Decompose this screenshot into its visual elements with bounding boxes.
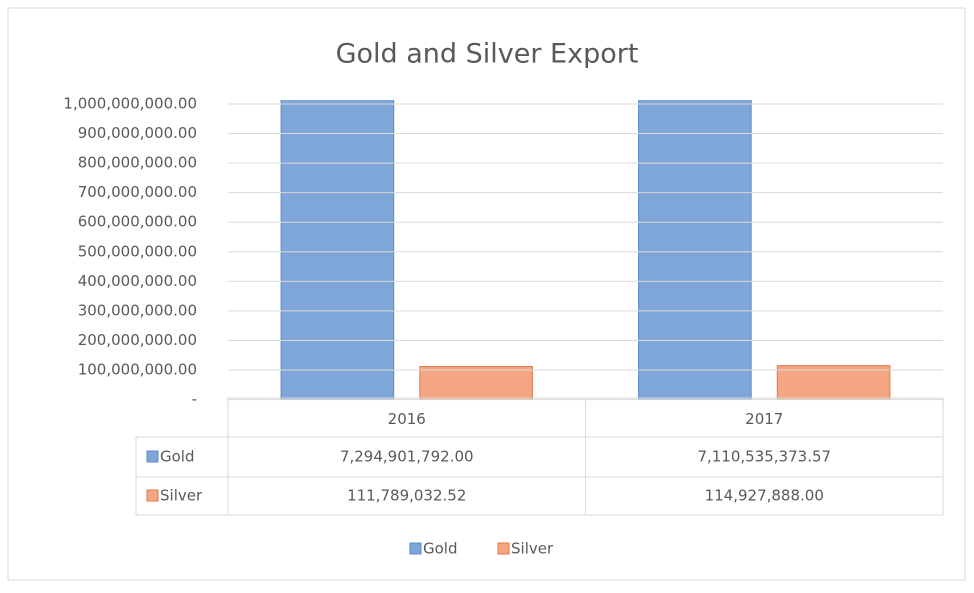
y-tick-label: 700,000,000.00	[78, 183, 197, 201]
bar	[419, 366, 533, 400]
y-tick-label: 400,000,000.00	[78, 272, 197, 290]
bar	[776, 365, 891, 400]
plot-area	[280, 100, 891, 400]
y-tick-label: -	[192, 390, 197, 408]
legend-key	[497, 542, 510, 555]
table-value: 7,110,535,373.57	[697, 448, 831, 466]
y-tick-label: 200,000,000.00	[78, 331, 197, 349]
table-legend-key	[146, 450, 159, 463]
chart-border	[7, 7, 966, 581]
table-value: 7,294,901,792.00	[340, 448, 474, 466]
table-value: 111,789,032.52	[347, 487, 466, 505]
y-tick-label: 800,000,000.00	[78, 154, 197, 172]
legend-label: Silver	[511, 540, 554, 558]
y-tick-label: 500,000,000.00	[78, 242, 197, 260]
table-legend-key	[146, 489, 159, 502]
y-tick-label: 1,000,000,000.00	[63, 95, 197, 113]
y-tick-label: 100,000,000.00	[78, 361, 197, 379]
x-tick-label: 2017	[745, 410, 783, 428]
y-tick-label: 300,000,000.00	[78, 301, 197, 319]
table-row-label: Silver	[160, 487, 203, 505]
table-row-label: Gold	[160, 448, 195, 466]
bar	[638, 100, 752, 400]
bar	[280, 100, 395, 400]
legend-label: Gold	[423, 540, 458, 558]
table-value: 114,927,888.00	[705, 487, 824, 505]
legend-key	[409, 542, 422, 555]
y-tick-label: 600,000,000.00	[78, 213, 197, 231]
chart-title: Gold and Silver Export	[336, 39, 639, 70]
x-tick-label: 2016	[388, 410, 426, 428]
y-tick-label: 900,000,000.00	[78, 124, 197, 142]
